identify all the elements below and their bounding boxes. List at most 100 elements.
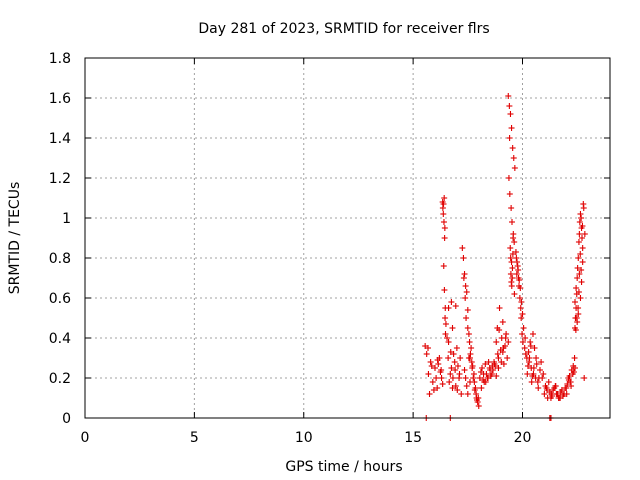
data-point — [440, 219, 447, 225]
data-point — [462, 283, 469, 289]
x-tick-label: 15 — [404, 430, 422, 446]
data-point — [517, 305, 524, 311]
y-tick-label: 0.2 — [49, 371, 71, 387]
data-point — [509, 265, 516, 271]
data-point — [496, 327, 503, 333]
data-point — [460, 275, 467, 281]
data-point — [453, 345, 460, 351]
data-point — [506, 103, 513, 109]
data-point — [442, 315, 449, 321]
data-point — [465, 355, 472, 361]
y-tick-label: 1.2 — [49, 171, 71, 187]
data-point — [512, 249, 519, 255]
data-point — [573, 315, 580, 321]
data-point — [505, 175, 512, 181]
data-point — [445, 355, 452, 361]
data-point — [580, 205, 587, 211]
data-point — [508, 205, 515, 211]
data-point — [514, 263, 521, 269]
data-point — [441, 287, 448, 293]
data-point — [576, 219, 583, 225]
data-point — [469, 363, 476, 369]
data-point — [571, 355, 578, 361]
data-point — [565, 377, 572, 383]
data-point — [570, 369, 577, 375]
data-point — [433, 375, 440, 381]
data-point — [539, 375, 546, 381]
y-tick-label: 0.6 — [49, 291, 71, 307]
data-point — [475, 403, 482, 409]
data-point — [484, 375, 491, 381]
data-point — [464, 307, 471, 313]
data-point — [568, 383, 575, 389]
data-point — [511, 239, 518, 245]
data-point — [476, 375, 483, 381]
data-point — [527, 343, 534, 349]
data-point — [507, 245, 514, 251]
data-point — [579, 223, 586, 229]
x-tick-label: 0 — [81, 430, 90, 446]
data-point — [579, 235, 585, 241]
data-point — [499, 319, 506, 325]
data-point — [454, 387, 461, 393]
data-point — [461, 367, 468, 373]
data-point — [578, 215, 585, 221]
data-point — [467, 379, 473, 385]
y-axis-title: SRMTID / TECUs — [7, 182, 23, 295]
data-point — [462, 295, 469, 301]
data-point — [510, 235, 517, 241]
data-point — [438, 375, 445, 381]
data-point — [464, 391, 471, 397]
data-point — [451, 359, 458, 365]
data-point — [552, 383, 559, 389]
data-point — [574, 265, 581, 271]
data-point — [463, 383, 470, 389]
data-point — [456, 371, 463, 377]
data-point — [442, 321, 449, 327]
data-point — [457, 355, 464, 361]
data-point — [578, 279, 585, 285]
grid — [85, 58, 610, 418]
data-point — [553, 391, 560, 397]
data-point — [507, 111, 514, 117]
data-point — [506, 135, 513, 141]
data-point — [577, 211, 584, 217]
data-point — [505, 339, 512, 345]
data-point — [449, 385, 456, 391]
data-point — [525, 349, 532, 355]
data-point — [534, 379, 541, 385]
data-point — [581, 231, 588, 237]
data-point — [577, 295, 584, 301]
data-point — [452, 367, 459, 373]
data-point — [507, 255, 514, 261]
data-point — [575, 239, 582, 245]
y-tick-label: 0.8 — [49, 251, 71, 267]
data-point — [528, 379, 535, 385]
data-point — [529, 373, 536, 379]
data-point — [524, 371, 531, 377]
data-point — [440, 201, 447, 207]
data-point — [570, 363, 577, 369]
data-point — [533, 361, 540, 367]
data-point — [537, 367, 543, 373]
data-point — [519, 339, 526, 345]
data-point — [516, 283, 522, 289]
x-tick-label: 20 — [514, 430, 532, 446]
y-tick-label: 1.4 — [49, 131, 71, 147]
data-point — [511, 291, 518, 297]
data-point — [519, 311, 526, 317]
data-point — [474, 397, 480, 403]
data-point — [471, 387, 478, 393]
data-point — [514, 259, 521, 265]
data-point — [493, 373, 500, 379]
data-point — [447, 349, 454, 355]
data-point — [465, 331, 472, 337]
data-point — [521, 345, 528, 351]
data-point — [508, 259, 515, 265]
data-point — [575, 305, 582, 311]
data-point — [482, 379, 489, 385]
data-point — [544, 395, 551, 401]
data-point — [575, 311, 582, 317]
data-point — [574, 275, 581, 281]
